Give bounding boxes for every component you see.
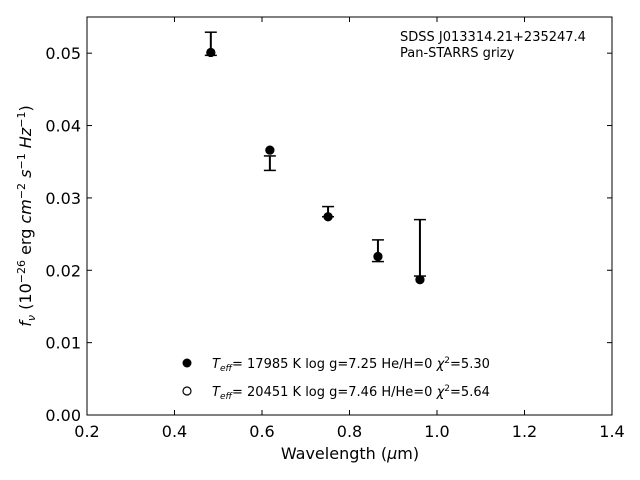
plot-frame [86,16,613,416]
legend: Teff= 17985 K log g=7.25 He/H=0 χ2=5.30 … [182,356,490,402]
model-point-filled [415,275,425,285]
legend-entry-2: Teff= 20451 K log g=7.46 H/He=0 χ2=5.64 [212,384,490,402]
x-tick-label: 1.4 [599,422,624,441]
x-tick-label: 1.0 [424,422,449,441]
x-axis-label: Wavelength (μm) [281,444,419,463]
y-tick-label: 0.05 [45,44,81,63]
y-tick-label: 0.01 [45,334,81,353]
legend-marker-filled [182,358,192,368]
x-tick-label: 0.2 [74,422,99,441]
legend-marker-open [182,386,192,396]
annotation-line-1: SDSS J013314.21+235247.4 [400,30,586,45]
annotation-line-2: Pan-STARRS grizy [400,46,515,61]
y-tick-label: 0.02 [45,261,81,280]
y-axis-label: fν (10−26 erg cm−2 s−1 Hz−1) [15,105,38,326]
model-point-filled [265,145,275,155]
legend-entry-1: Teff= 17985 K log g=7.25 He/H=0 χ2=5.30 [212,356,490,374]
y-tick-label: 0.03 [45,189,81,208]
y-tick-label: 0.00 [45,406,81,425]
y-tick-label: 0.04 [45,117,81,136]
x-tick-label: 0.8 [337,422,362,441]
x-tick-label: 0.6 [249,422,274,441]
x-tick-label: 0.4 [162,422,187,441]
x-tick-label: 1.2 [512,422,537,441]
